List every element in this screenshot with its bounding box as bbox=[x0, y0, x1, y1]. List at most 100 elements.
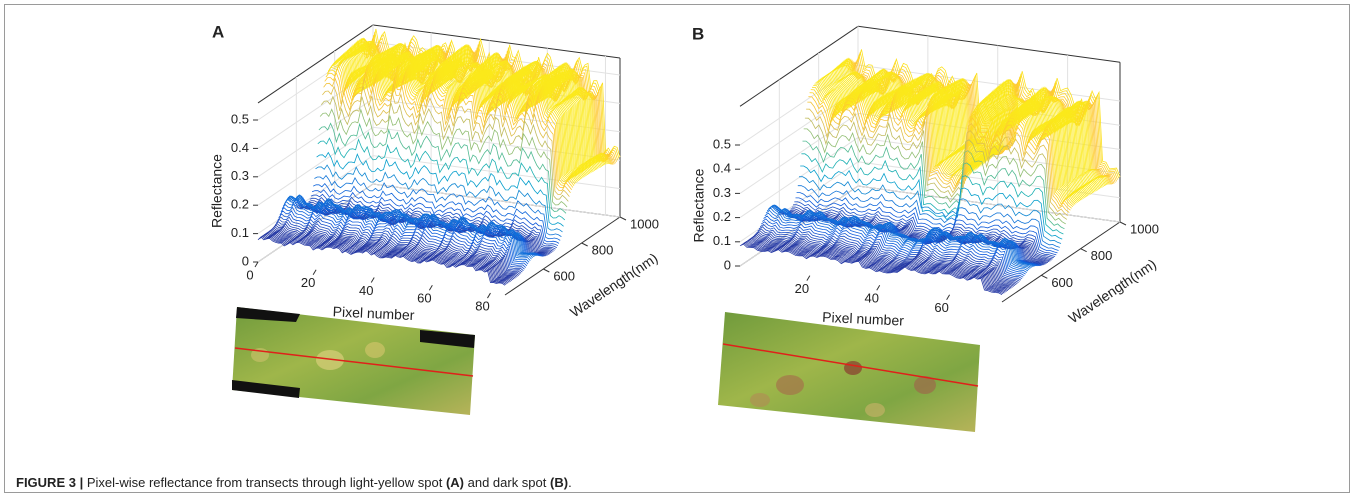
tick-mark bbox=[619, 216, 627, 221]
surface-line bbox=[739, 243, 1003, 295]
surface-line bbox=[743, 241, 1006, 293]
axis-box bbox=[739, 25, 859, 107]
caption-text: Pixel-wise reflectance from transects th… bbox=[86, 475, 443, 490]
surface-line bbox=[313, 182, 561, 241]
surface-line bbox=[794, 201, 1057, 256]
surface-line bbox=[759, 223, 1023, 280]
surface-line bbox=[272, 224, 521, 275]
surface-line bbox=[282, 200, 531, 261]
surface-line bbox=[749, 237, 1012, 289]
surface-line bbox=[802, 140, 1065, 230]
z-tick-label: 0 bbox=[724, 257, 731, 272]
surface-line bbox=[277, 216, 525, 270]
surface-line bbox=[764, 212, 1028, 273]
surface-line bbox=[276, 218, 524, 272]
surface-line bbox=[754, 233, 1017, 285]
panel-label: B bbox=[692, 24, 704, 43]
x-tick-label: 60 bbox=[417, 291, 431, 306]
surface-line bbox=[808, 96, 1071, 211]
surface-line bbox=[806, 108, 1069, 216]
surface-line bbox=[324, 71, 573, 191]
grid-line bbox=[257, 155, 374, 235]
surface-line bbox=[318, 122, 567, 214]
surface-line bbox=[757, 228, 1020, 282]
surface-line bbox=[797, 185, 1060, 248]
tick-mark bbox=[1080, 248, 1087, 253]
surface-line bbox=[763, 215, 1026, 275]
tick-mark bbox=[876, 284, 881, 291]
y-tick-label: 600 bbox=[553, 268, 575, 283]
tick-mark bbox=[312, 269, 317, 276]
x-tick-label: 60 bbox=[934, 300, 948, 315]
surface-line bbox=[269, 228, 517, 278]
tick-mark bbox=[1041, 274, 1048, 279]
tick-mark bbox=[370, 277, 375, 283]
surface-line bbox=[315, 164, 563, 233]
surface-line bbox=[322, 85, 570, 197]
surface-line bbox=[314, 174, 562, 237]
surface-line bbox=[258, 235, 507, 285]
caption-text: . bbox=[568, 475, 572, 490]
z-tick-label: 0.2 bbox=[713, 209, 731, 224]
panel: 0 0.1 0.2 0.3 0.4 0.5 0 20 40 60 80 600 800 1000 A Refl… bbox=[209, 22, 661, 323]
surface-line bbox=[758, 226, 1022, 281]
x-tick-label: 20 bbox=[301, 275, 315, 290]
y-tick-label: 1000 bbox=[1130, 221, 1159, 236]
surface-line bbox=[796, 192, 1059, 251]
z-tick-label: 0.5 bbox=[713, 136, 731, 151]
z-tick-label: 0.5 bbox=[231, 111, 249, 126]
caption-ref: (B) bbox=[550, 475, 569, 490]
surface-line bbox=[791, 206, 1054, 259]
surface-line bbox=[795, 197, 1058, 254]
surface-line bbox=[756, 230, 1019, 283]
y-axis-label: Wavelength(nm) bbox=[1065, 256, 1159, 327]
surface-line bbox=[265, 230, 514, 281]
z-tick-label: 0.4 bbox=[713, 161, 731, 176]
surface-line bbox=[317, 137, 566, 221]
x-axis-label: Pixel number bbox=[332, 303, 415, 323]
y-tick-label: 600 bbox=[1051, 275, 1073, 290]
surface-line bbox=[280, 206, 529, 265]
surface-line bbox=[278, 213, 526, 268]
z-tick-label: 0 bbox=[242, 253, 249, 268]
surface-line bbox=[320, 95, 569, 202]
tick-mark bbox=[1119, 221, 1127, 226]
tick-mark bbox=[254, 261, 259, 268]
leaf-image bbox=[232, 307, 475, 415]
surface-line bbox=[281, 203, 530, 263]
surface-line bbox=[284, 197, 532, 260]
z-axis-label: Reflectance bbox=[691, 168, 707, 242]
x-tick-label: 40 bbox=[864, 291, 878, 306]
caption-ref: (A) bbox=[445, 475, 464, 490]
surface-line bbox=[746, 238, 1010, 291]
surface-line bbox=[744, 240, 1007, 292]
x-axis-label: Pixel number bbox=[822, 309, 905, 329]
surface-line bbox=[268, 229, 516, 279]
panel-label: A bbox=[212, 22, 224, 41]
caption: FIGURE 3 | Pixel-wise reflectance from t… bbox=[16, 475, 572, 490]
surface-line bbox=[755, 231, 1018, 284]
z-tick-label: 0.2 bbox=[231, 197, 249, 212]
grid-line bbox=[739, 137, 859, 219]
surface-line bbox=[319, 108, 568, 208]
panel: 0 0.1 0.2 0.3 0.4 0.5 20 40 60 600 800 1000 B Reflect… bbox=[691, 24, 1159, 328]
surface-line bbox=[752, 234, 1016, 286]
leaf-image bbox=[718, 312, 980, 432]
y-tick-label: 1000 bbox=[630, 216, 659, 231]
z-tick-label: 0.3 bbox=[231, 168, 249, 183]
surface-line bbox=[804, 117, 1068, 220]
surface-line bbox=[263, 232, 512, 282]
axis-box bbox=[857, 25, 1121, 63]
z-tick-label: 0.4 bbox=[231, 140, 249, 155]
surface-line bbox=[274, 221, 523, 273]
surface-line bbox=[807, 101, 1070, 213]
grid-line bbox=[372, 183, 621, 218]
x-tick-label: 80 bbox=[475, 298, 489, 313]
surface-line bbox=[803, 128, 1066, 225]
surface-line bbox=[273, 223, 522, 274]
surface-line bbox=[325, 67, 574, 188]
grid-line bbox=[257, 126, 374, 206]
tick-mark bbox=[543, 268, 550, 273]
surface-line bbox=[270, 227, 518, 277]
